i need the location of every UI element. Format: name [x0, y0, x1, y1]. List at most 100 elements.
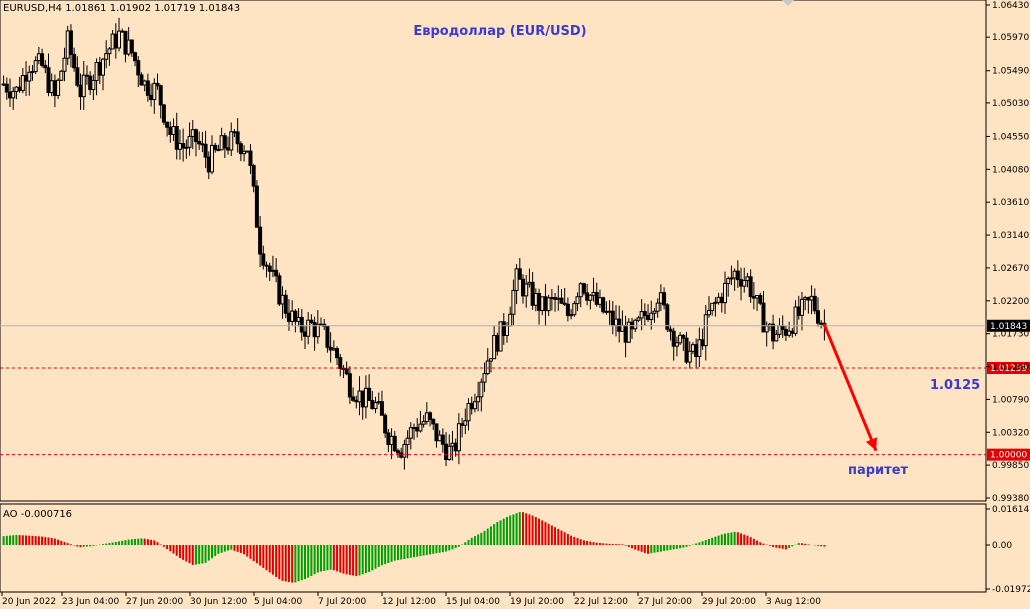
candle: [601, 296, 606, 314]
candle: [799, 291, 804, 331]
candle: [424, 402, 429, 425]
candle: [100, 57, 105, 91]
candle: [110, 30, 115, 50]
candle: [755, 294, 760, 311]
candle: [306, 312, 311, 345]
candle: [258, 215, 263, 268]
price-axis: 1.06430 1.05970 1.05490 1.05030 1.04550 1.040…: [986, 1, 1029, 504]
time-tick-label: 29 Jul 20:00: [702, 597, 756, 607]
candle: [626, 318, 631, 344]
candle: [123, 30, 128, 63]
candle: [565, 297, 570, 322]
candle: [338, 353, 343, 377]
candle: [815, 297, 820, 327]
candle: [129, 39, 134, 57]
ao-header: AO -0.000716: [3, 509, 72, 520]
symbol-header: EURUSD,H4 1.01861 1.01902 1.01719 1.0184…: [3, 3, 240, 14]
candle: [553, 293, 558, 312]
price-tick-label: 1.00790: [992, 395, 1029, 405]
candle: [591, 277, 596, 302]
candle: [716, 292, 721, 305]
candle: [543, 284, 548, 326]
level-badge: [987, 362, 1030, 375]
ao-histogram: [2, 512, 826, 583]
candle: [379, 390, 384, 416]
candle: [168, 121, 173, 143]
candle: [206, 151, 211, 180]
candle: [504, 321, 509, 343]
candle: [328, 332, 333, 363]
time-tick-label: 30 Jun 12:00: [190, 597, 247, 607]
candle: [719, 292, 724, 313]
candle: [783, 325, 788, 341]
candle: [78, 73, 83, 110]
candle: [463, 408, 468, 435]
candle: [450, 430, 455, 461]
candle: [668, 325, 673, 341]
forecast-arrow-shaft: [822, 323, 878, 452]
candle: [107, 47, 112, 66]
candle: [671, 327, 676, 361]
level-annotation-1-0125: 1.0125: [930, 378, 980, 393]
candle: [293, 309, 298, 333]
candle: [251, 163, 256, 193]
candle: [437, 430, 442, 442]
candle: [649, 300, 654, 330]
candle: [280, 286, 285, 319]
candle: [495, 332, 500, 356]
forecast-arrow-head: [865, 437, 877, 451]
price-tick-label: 1.05490: [992, 67, 1029, 77]
candle: [88, 71, 93, 96]
candle: [646, 304, 651, 322]
candle: [549, 288, 554, 311]
current-price-label: 1.01843: [990, 322, 1027, 332]
parity-annotation: паритет: [848, 463, 909, 478]
candle: [97, 56, 102, 85]
candle: [267, 262, 272, 281]
candle: [222, 132, 227, 159]
candle: [572, 301, 577, 317]
candle: [559, 289, 564, 304]
candle: [386, 428, 391, 453]
candle: [299, 308, 304, 341]
candle: [399, 447, 404, 459]
candle: [620, 310, 625, 332]
candle: [229, 122, 234, 157]
candle: [745, 272, 750, 288]
candle: [723, 271, 728, 314]
price-tick-label: 1.05970: [992, 33, 1029, 43]
candle: [524, 275, 529, 308]
candle: [104, 40, 109, 69]
candle: [408, 422, 413, 450]
candle: [161, 103, 166, 126]
candle: [46, 53, 51, 97]
candle: [508, 306, 513, 327]
candle: [456, 413, 461, 465]
candle: [248, 144, 253, 175]
time-tick-label: 22 Jul 12:00: [574, 597, 628, 607]
candle: [415, 418, 420, 438]
candle: [498, 321, 503, 352]
candle: [434, 423, 439, 448]
candle: [655, 298, 660, 318]
candle: [187, 122, 192, 156]
candle: [479, 378, 484, 412]
candle: [796, 295, 801, 320]
candle: [562, 287, 567, 307]
candle: [787, 321, 792, 338]
price-tick-label: 1.04550: [992, 132, 1029, 142]
candle: [347, 366, 352, 405]
time-tick-label: 20 Jun 2022: [2, 597, 56, 607]
level-label: 1.01239: [990, 364, 1027, 374]
candle: [453, 438, 458, 457]
candle: [171, 118, 176, 141]
candle: [193, 128, 198, 157]
candle: [630, 317, 635, 339]
candle: [142, 79, 147, 92]
candle: [219, 127, 224, 151]
candle: [270, 255, 275, 278]
candle: [261, 245, 266, 270]
main-pane-frame: [0, 0, 987, 502]
price-tick-label: 0.99380: [992, 494, 1029, 504]
chart-shift-marker-icon[interactable]: [782, 0, 794, 6]
